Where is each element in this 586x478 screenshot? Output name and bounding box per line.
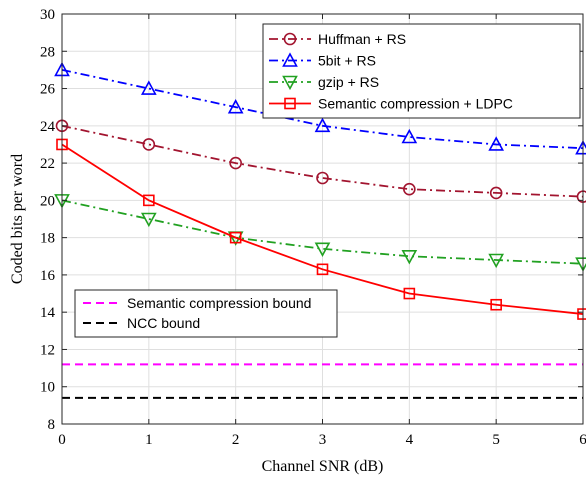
y-tick-label: 18 (40, 231, 55, 247)
data-point (142, 138, 156, 151)
legend-item: Huffman + RS (269, 31, 406, 47)
y-tick-label: 30 (40, 7, 55, 23)
series-line (61, 124, 584, 198)
series-4 (56, 138, 586, 320)
legend-bounds: Semantic compression bound NCC bound (74, 289, 338, 338)
y-tick-label: 12 (40, 342, 55, 358)
series-2 (54, 61, 586, 155)
data-point (488, 253, 505, 269)
legend-item: gzip + RS (269, 74, 379, 91)
legend-label: 5bit + RS (318, 53, 376, 69)
data-point (316, 263, 329, 276)
x-tick-label: 5 (492, 432, 500, 448)
data-point (314, 242, 331, 257)
data-point (143, 194, 155, 207)
y-tick-label: 28 (40, 44, 55, 60)
legend-marker (283, 32, 297, 46)
y-tick-label: 20 (40, 193, 55, 209)
data-point (227, 99, 244, 114)
reference-lines (62, 363, 583, 399)
legend-marker (282, 75, 298, 91)
y-tick-label: 24 (40, 119, 56, 135)
data-point (316, 171, 329, 185)
data-point (314, 117, 331, 133)
y-tick-label: 26 (40, 82, 56, 98)
x-axis-label: Channel SNR (dB) (262, 458, 384, 475)
y-axis-label: Coded bits per word (9, 154, 26, 284)
legend-marker (284, 97, 296, 110)
legend-label: Semantic compression + LDPC (318, 96, 513, 112)
legend-item: 5bit + RS (269, 52, 376, 69)
y-tick-label: 10 (40, 380, 55, 396)
data-point (403, 287, 416, 300)
x-tick-label: 4 (406, 432, 414, 448)
legend-series: Huffman + RS 5bit + RS gzip + RS Semantic c… (262, 23, 581, 119)
legend-label: gzip + RS (318, 74, 379, 90)
data-point (403, 182, 416, 196)
legend-item: NCC bound (83, 315, 200, 331)
data-point (229, 156, 242, 170)
x-tick-label: 2 (232, 432, 240, 448)
x-tick-label: 6 (579, 432, 586, 448)
data-point (140, 80, 157, 95)
data-point (140, 212, 157, 228)
legend-label: Huffman + RS (318, 31, 406, 47)
data-point (401, 249, 418, 265)
x-tick-label: 1 (145, 432, 153, 448)
legend-item: Semantic compression + LDPC (269, 96, 513, 112)
y-tick-label: 8 (48, 417, 56, 433)
legend-marker (282, 52, 298, 67)
data-point (489, 186, 503, 200)
legend-item: Semantic compression bound (83, 295, 311, 311)
y-tick-label: 14 (40, 305, 56, 321)
series-line (61, 69, 584, 150)
x-tick-label: 3 (319, 432, 327, 448)
data-point (229, 231, 242, 244)
x-tick-label: 0 (58, 432, 66, 448)
data-point (490, 298, 502, 311)
legend-label: NCC bound (127, 315, 200, 331)
legend-box (262, 23, 581, 119)
data-point (401, 128, 418, 144)
data-point (488, 136, 505, 151)
y-tick-label: 22 (40, 156, 55, 172)
series-line (61, 143, 584, 315)
series-line (61, 199, 584, 265)
legend-label: Semantic compression bound (127, 295, 311, 311)
legend-box (74, 289, 338, 338)
y-tick-label: 16 (40, 268, 56, 284)
data-series (54, 61, 586, 320)
